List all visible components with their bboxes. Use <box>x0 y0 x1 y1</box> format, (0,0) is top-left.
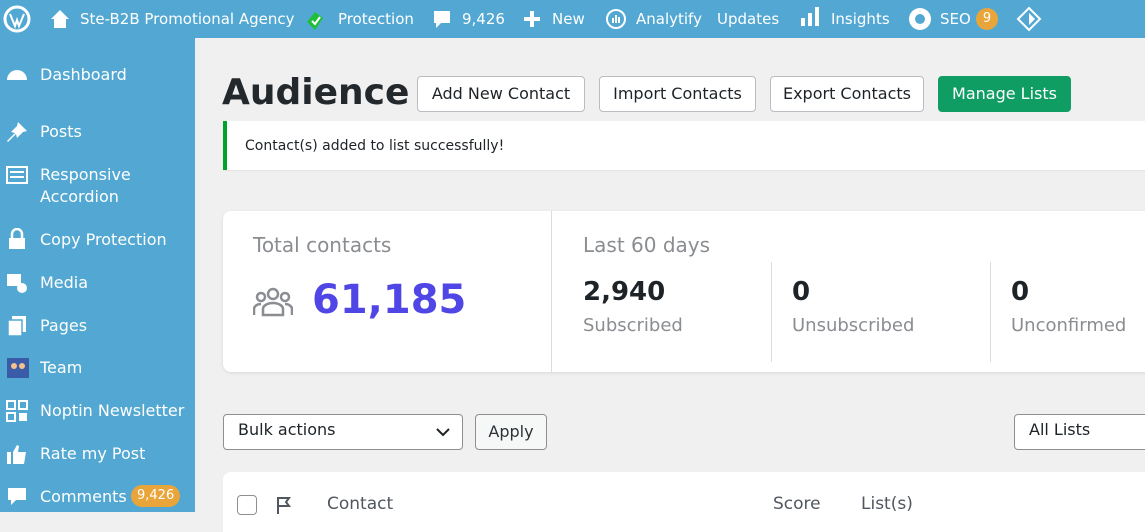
stat-label: Last 60 days <box>583 233 711 257</box>
stat-value: 0 <box>1011 277 1030 307</box>
site-link[interactable]: Ste-B2B Promotional Agency <box>80 10 295 28</box>
column-header[interactable]: Contact <box>327 494 394 514</box>
button[interactable]: Import Contacts <box>599 76 756 112</box>
new-link[interactable]: New <box>552 10 585 28</box>
column-header[interactable]: Score <box>773 494 821 514</box>
people-icon <box>253 287 293 317</box>
protection-link[interactable]: Protection <box>338 10 414 28</box>
menu-item[interactable]: Copy Protection <box>40 230 167 249</box>
thumb-icon <box>7 445 26 464</box>
comments-link[interactable]: 9,426 <box>462 10 505 28</box>
dashboard-icon <box>7 70 27 80</box>
checkbox[interactable] <box>237 495 257 515</box>
comments-icon <box>8 488 26 505</box>
insights-link[interactable]: Insights <box>831 10 890 28</box>
protection-icon <box>307 12 323 30</box>
sidebar: Dashboard Posts Responsive Accordion Cop… <box>0 38 195 512</box>
divider <box>551 211 552 372</box>
updates-link[interactable]: Updates <box>717 10 780 28</box>
stat-label: Unsubscribed <box>792 315 915 336</box>
button[interactable]: Add New Contact <box>417 76 585 112</box>
menu-item[interactable]: Team <box>40 358 83 377</box>
comments-badge: 9,426 <box>131 485 181 507</box>
wp-logo[interactable] <box>3 5 31 33</box>
chevron <box>436 428 450 437</box>
diamond-icon[interactable] <box>1016 6 1042 32</box>
pages-icon <box>7 316 26 337</box>
table: Contact Score List(s) <box>223 472 1145 532</box>
notice-text: Contact(s) added to list successfully! <box>245 138 505 154</box>
divider <box>990 262 991 362</box>
stat-label: Unconfirmed <box>1011 315 1127 336</box>
menu-item[interactable]: Posts <box>40 122 82 141</box>
insights-icon <box>801 7 819 26</box>
stat-value: 0 <box>792 277 811 307</box>
total-value: 61,185 <box>312 277 467 323</box>
stat-label: Subscribed <box>583 315 683 336</box>
select-text: All Lists <box>1029 420 1091 439</box>
analytify-icon <box>606 9 626 29</box>
stat-value: 2,940 <box>583 277 666 307</box>
menu-item[interactable]: Responsive Accordion <box>40 165 131 206</box>
noptin-icon <box>6 400 28 422</box>
seo-badge: 9 <box>976 8 998 30</box>
flag-icon <box>277 497 291 514</box>
menu-item[interactable]: Pages <box>40 316 88 335</box>
apply-button[interactable]: Apply <box>475 414 547 450</box>
menu-item[interactable]: Media <box>40 273 89 292</box>
menu-item[interactable]: Comments <box>40 487 127 506</box>
list-filter-select[interactable]: All Lists <box>1014 414 1145 450</box>
comment-icon <box>434 11 450 28</box>
plus-icon <box>524 11 540 27</box>
accordion-icon <box>6 166 28 184</box>
analytify-link[interactable]: Analytify <box>636 10 702 28</box>
page-title: Audience <box>222 72 410 113</box>
posts-icon <box>7 122 27 142</box>
stat-label: Total contacts <box>253 233 392 257</box>
notice: Contact(s) added to list successfully! <box>223 121 1145 170</box>
select-text: Bulk actions <box>238 420 336 439</box>
button[interactable]: Export Contacts <box>770 76 924 112</box>
button[interactable]: Manage Lists <box>938 76 1071 112</box>
column-header[interactable]: List(s) <box>861 494 913 514</box>
stats-card: Total contacts 61,185 Last 60 days 2,940… <box>223 211 1145 372</box>
menu-item[interactable]: Rate my Post <box>40 444 146 463</box>
media-icon <box>7 274 27 293</box>
home-icon <box>51 10 69 28</box>
bulk-actions-select[interactable]: Bulk actions <box>223 414 463 450</box>
team-icon <box>7 358 29 378</box>
seo-icon <box>909 8 931 30</box>
menu-item[interactable]: Dashboard <box>40 65 127 84</box>
lock-icon <box>9 228 25 249</box>
admin-bar: Ste-B2B Promotional Agency Protection 9,… <box>0 0 1145 38</box>
divider <box>771 262 772 362</box>
menu-item[interactable]: Noptin Newsletter <box>40 401 185 420</box>
seo-link[interactable]: SEO <box>940 10 971 28</box>
